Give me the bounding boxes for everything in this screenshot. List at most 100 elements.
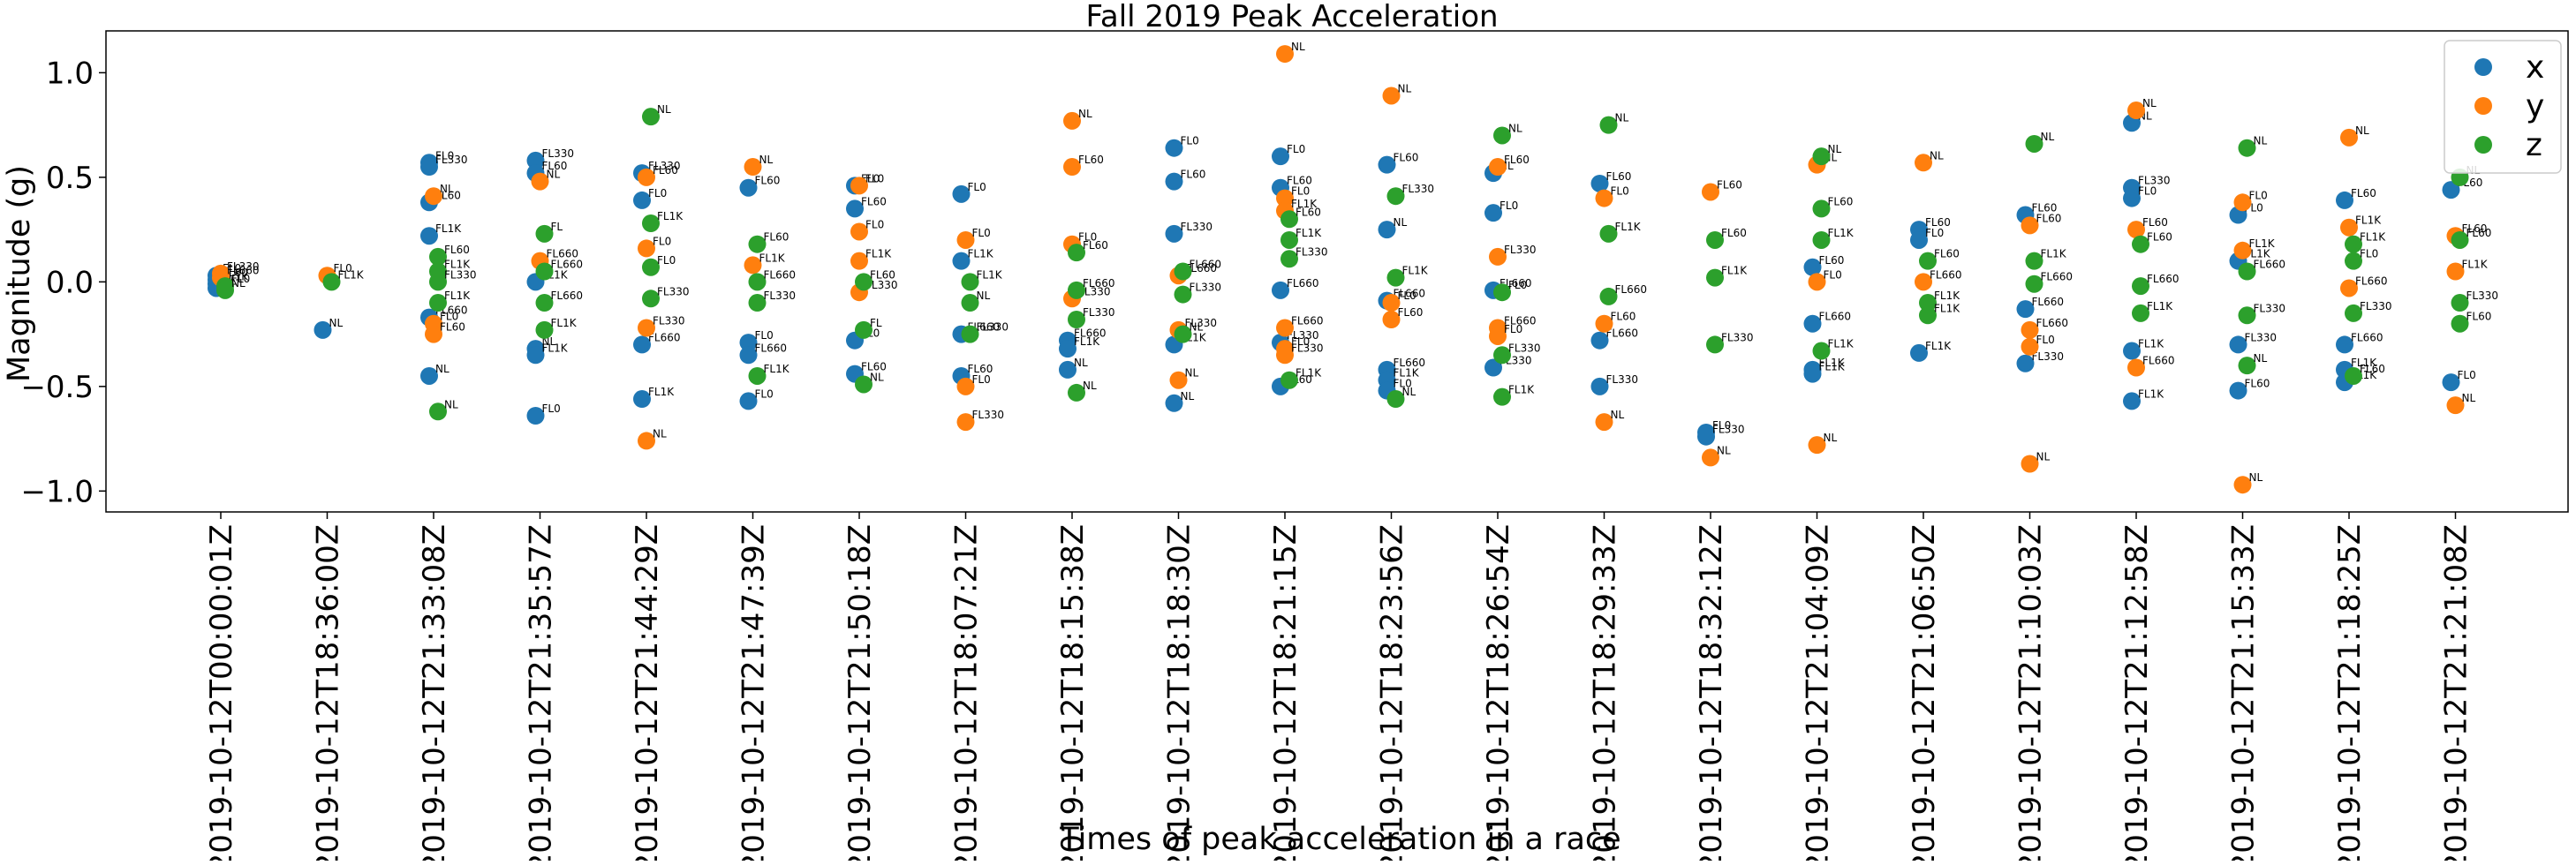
point-label: FL60 <box>2036 212 2062 224</box>
point-label: FL1K <box>1721 265 1748 277</box>
point-label: FL330 <box>2360 300 2392 312</box>
point-label: FL660 <box>1394 357 1426 369</box>
point-x <box>1910 343 1928 362</box>
x-tick-label: 2019-10-12T21:04:09Z <box>1801 524 1836 861</box>
point-label: FL1K <box>759 252 786 264</box>
point-z <box>1812 230 1831 249</box>
point-label: FL330 <box>972 409 1005 421</box>
point-label: NL <box>231 277 246 290</box>
point-x <box>1059 360 1076 379</box>
point-label: FL1K <box>338 268 365 281</box>
point-label: NL <box>2142 97 2157 109</box>
x-tick-label: 2019-10-12T21:12:58Z <box>2119 524 2155 861</box>
point-label: FL0 <box>1398 290 1416 302</box>
point-label: NL <box>1717 444 1731 456</box>
point-label: FL60 <box>1934 248 1960 260</box>
point-x <box>526 346 545 365</box>
point-label: FL660 <box>648 331 681 343</box>
point-x <box>2336 335 2353 354</box>
point-z <box>1280 250 1298 268</box>
point-label: FL330 <box>227 260 260 273</box>
point-label: FL0 <box>1291 185 1310 198</box>
point-label: FL60 <box>1083 239 1108 252</box>
point-label: FL1K <box>1934 290 1960 302</box>
point-y <box>1276 346 1294 365</box>
x-tick-label: 2019-10-12T21:10:03Z <box>2013 524 2049 861</box>
point-label: FL330 <box>1296 245 1328 258</box>
point-z <box>2345 366 2362 385</box>
point-label: NL <box>1828 143 1842 155</box>
point-label: FL1K <box>542 342 569 354</box>
point-label: FL0 <box>231 273 250 285</box>
legend-label-y: y <box>2526 88 2544 124</box>
point-z <box>855 375 873 394</box>
point-z <box>1493 126 1511 145</box>
point-y <box>1063 111 1081 130</box>
x-tick-label: 2019-10-12T18:18:30Z <box>1162 524 1197 861</box>
point-z <box>1280 230 1298 249</box>
point-y <box>1808 436 1826 455</box>
point-label: FL330 <box>653 314 685 327</box>
point-label: FL660 <box>227 265 260 277</box>
point-z <box>961 294 979 312</box>
point-label: FL1K <box>968 248 994 260</box>
legend-label-z: z <box>2526 127 2542 163</box>
point-label: FL0 <box>972 373 991 386</box>
point-z <box>1068 311 1085 328</box>
legend-label-x: x <box>2526 49 2544 86</box>
point-label: NL <box>1181 390 1195 402</box>
point-label: FL660 <box>1287 277 1319 290</box>
point-x <box>2336 191 2353 209</box>
point-label: FL60 <box>764 231 789 244</box>
x-tick-label: 2019-10-12T21:44:29Z <box>630 524 665 861</box>
point-z <box>1386 187 1405 206</box>
point-label: FL60 <box>861 195 887 207</box>
point-x <box>1484 204 1502 222</box>
point-z <box>1919 306 1937 325</box>
point-label: NL <box>2254 135 2268 147</box>
point-z <box>1174 262 1192 281</box>
point-y <box>850 252 868 270</box>
chart-title: Fall 2019 Peak Acceleration <box>1085 0 1498 34</box>
point-z <box>2451 314 2469 333</box>
point-label: FL660 <box>2355 275 2388 287</box>
point-label: FL0 <box>968 181 986 193</box>
point-y <box>1915 154 1932 172</box>
point-label: NL <box>444 398 458 410</box>
point-label: FL0 <box>657 254 676 267</box>
point-label: NL <box>2254 352 2268 365</box>
point-label: FL660 <box>2041 271 2074 283</box>
point-y <box>1276 189 1294 207</box>
x-axis-title: Times of peak acceleration in a race <box>1059 822 1620 857</box>
point-z <box>2345 235 2362 253</box>
point-z <box>1068 281 1085 299</box>
point-label: NL <box>2462 392 2476 404</box>
point-z <box>1812 199 1831 218</box>
point-label: FL330 <box>648 160 681 172</box>
point-label: FL330 <box>444 268 477 281</box>
x-tick-label: 2019-10-12T21:33:08Z <box>417 524 452 861</box>
point-z <box>429 402 447 421</box>
point-label: FL330 <box>1508 342 1541 354</box>
y-tick-label: −1.0 <box>20 474 94 509</box>
point-z <box>2345 252 2362 270</box>
point-label: FL0 <box>2360 248 2378 260</box>
point-y <box>638 432 655 450</box>
point-y <box>744 158 762 177</box>
point-z <box>2025 134 2043 153</box>
point-label: NL <box>1074 357 1088 369</box>
point-y <box>1915 273 1932 291</box>
point-y <box>2021 216 2039 235</box>
point-z <box>535 294 554 312</box>
legend: xyz <box>2444 40 2562 174</box>
point-label: FL1K <box>2249 237 2276 250</box>
point-label: FL330 <box>435 154 468 166</box>
point-x <box>1590 174 1609 192</box>
x-tick-label: 2019-10-12T21:06:50Z <box>1907 524 1942 861</box>
point-label: FL660 <box>755 342 788 354</box>
point-x <box>1590 377 1609 395</box>
point-z <box>2238 306 2256 325</box>
point-label: NL <box>329 317 344 329</box>
point-z <box>2345 304 2362 322</box>
point-x <box>2123 392 2141 410</box>
